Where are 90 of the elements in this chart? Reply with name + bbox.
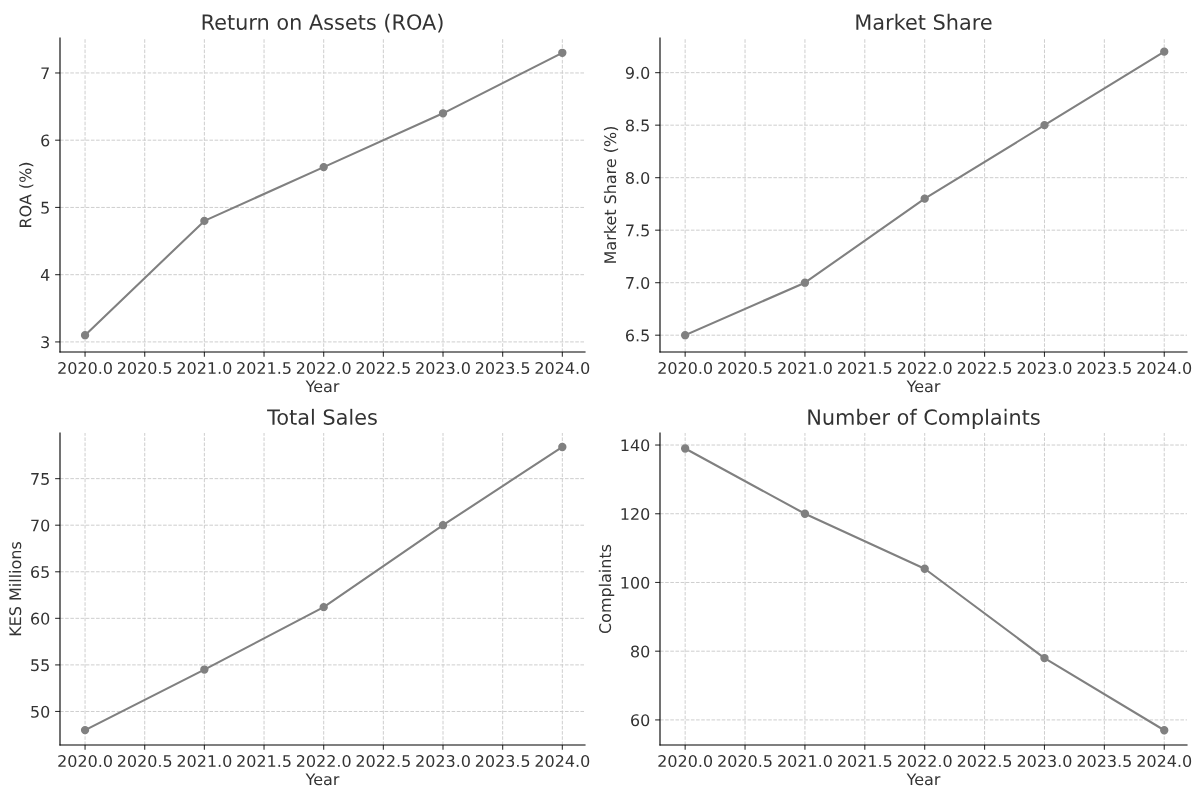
chart-title: Market Share [856,13,992,30]
x-tick-label: 2020.5 [117,755,172,768]
x-tick-label: 2022.5 [957,362,1012,375]
y-tick-label: 100 [621,576,650,589]
point [200,216,209,226]
y-tick-label: 50 [31,705,50,718]
point [438,109,448,118]
y-tick-label: 9.0 [625,66,650,79]
point [1040,653,1049,663]
y-axis-title: ROA (%) [19,162,34,227]
point [319,162,328,172]
x-tick-label: 2023.5 [475,362,530,375]
point [1160,726,1169,735]
point [920,194,929,203]
x-tick-label: 2022.0 [296,362,351,375]
x-tick-label: 2021.0 [778,755,832,768]
y-tick-label: 65 [31,565,49,579]
point [1040,120,1049,130]
x-axis-title: Year [906,380,941,393]
x-tick-label: 2021.0 [177,755,232,768]
x-tick-label: 2023.5 [1077,362,1131,375]
x-tick-label: 2020.0 [58,755,112,768]
x-tick-label: 2020.5 [718,755,772,768]
chart-title: Return on Assets (ROA) [202,13,443,33]
point [558,48,567,57]
x-tick-label: 2021.5 [838,755,892,768]
y-tick-label: 7 [41,67,49,80]
y-tick-label: 120 [621,507,650,521]
y-tick-label: 60 [631,714,650,727]
point [80,725,90,735]
x-tick-label: 2022.5 [957,755,1012,768]
x-axis-title: Year [305,380,340,393]
point [1160,47,1169,56]
x-tick-label: 2020.5 [117,362,172,375]
y-tick-label: 8.0 [625,171,650,184]
x-tick-label: 2020.0 [658,362,713,375]
y-tick-label: 140 [621,439,650,452]
y-tick-label: 55 [31,659,49,672]
x-tick-label: 2020.0 [58,362,112,375]
point [800,278,810,287]
y-tick-label: 6.5 [625,329,649,342]
x-tick-label: 2022.5 [356,755,410,768]
x-tick-label: 2023.0 [1017,362,1072,375]
y-tick-label: 3 [41,336,49,349]
x-tick-label: 2022.0 [296,755,351,768]
x-tick-label: 2021.0 [177,362,232,375]
x-axis-title: Year [305,773,340,786]
x-tick-label: 2023.5 [475,755,530,768]
y-axis-title: Market Share (%) [603,126,619,263]
point [319,602,328,612]
y-tick-label: 75 [31,473,49,485]
chart-title: Total Sales [267,408,377,425]
point [80,331,90,340]
point [200,665,209,674]
x-tick-label: 2023.0 [416,755,470,768]
x-tick-label: 2021.0 [778,362,832,375]
y-tick-label: 70 [31,519,50,532]
y-tick-label: 6 [41,134,50,147]
x-tick-label: 2020.5 [718,362,772,375]
x-tick-label: 2023.0 [1017,755,1072,768]
x-tick-label: 2022.0 [897,362,952,375]
x-tick-label: 2024.0 [1137,362,1192,375]
point [800,509,810,518]
point [558,442,567,452]
x-tick-label: 2021.5 [237,755,291,768]
y-tick-label: 60 [31,612,50,625]
point [680,444,690,453]
y-axis-title: KES Millions [8,542,22,636]
x-tick-label: 2024.0 [1137,755,1192,768]
x-tick-label: 2023.0 [416,362,470,375]
x-tick-label: 2021.5 [237,362,291,375]
y-tick-label: 80 [631,645,650,658]
x-tick-label: 2023.5 [1077,755,1131,768]
y-tick-label: 4 [40,269,50,281]
x-axis-title: Year [906,773,941,786]
x-tick-label: 2022.0 [897,755,952,768]
y-tick-label: 5 [41,201,49,214]
x-tick-label: 2020.0 [658,755,713,768]
x-tick-label: 2021.5 [838,362,892,375]
x-tick-label: 2022.5 [356,362,410,375]
chart-title: Number of Complaints [808,408,1040,429]
x-tick-label: 2024.0 [535,755,590,768]
y-tick-label: 8.5 [625,119,649,132]
y-tick-label: 7.5 [626,224,649,237]
point [920,564,929,573]
y-tick-label: 7.0 [626,276,650,289]
y-axis-title: Complaints [598,544,615,634]
point [680,331,690,340]
x-tick-label: 2024.0 [535,362,590,375]
point [438,521,448,530]
